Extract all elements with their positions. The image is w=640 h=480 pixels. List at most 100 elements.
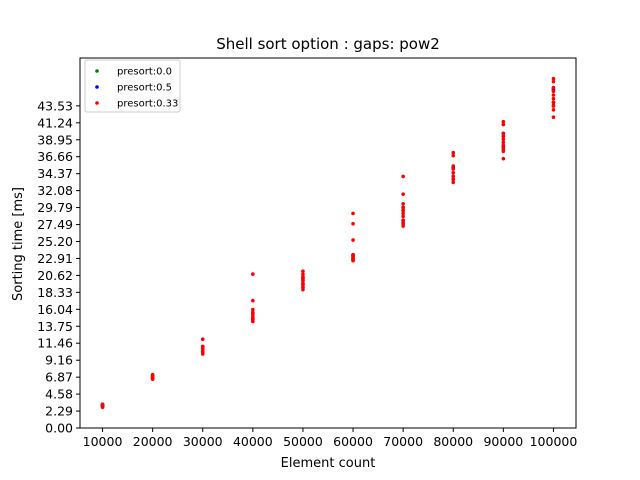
y-tick-label: 4.58 (45, 387, 73, 402)
x-tick-label: 80000 (433, 434, 473, 449)
x-tick-label: 50000 (283, 434, 323, 449)
data-point (301, 272, 305, 276)
data-point (451, 153, 456, 158)
y-tick-label: 13.75 (37, 319, 73, 334)
data-point (501, 119, 506, 124)
chart-title: Shell sort option : gaps: pow2 (216, 35, 440, 53)
data-point (200, 337, 205, 342)
series-2 (100, 76, 556, 410)
legend-marker (95, 101, 99, 105)
legend-marker (95, 85, 99, 89)
legend-box (84, 59, 181, 113)
y-tick-label: 9.16 (45, 353, 73, 368)
x-tick-label: 30000 (183, 434, 223, 449)
y-tick-label: 2.29 (45, 404, 73, 419)
x-tick-label: 60000 (333, 434, 373, 449)
y-tick-label: 27.49 (37, 217, 73, 232)
data-point (401, 205, 405, 210)
data-point (451, 174, 456, 179)
data-point (501, 149, 506, 154)
y-axis: 0.00 2.29 4.58 6.87 9.16 11.46 13.75 16.04 18.33… (37, 98, 80, 436)
data-point (401, 218, 405, 222)
data-point (501, 122, 506, 127)
x-tick-label: 70000 (383, 434, 423, 449)
data-point (451, 150, 456, 155)
data-point (351, 238, 355, 242)
data-point (451, 167, 456, 171)
data-point (401, 211, 405, 216)
data-point (551, 115, 556, 119)
y-axis-label: Sorting time [ms] (11, 187, 26, 301)
data-point (551, 100, 556, 105)
data-point (401, 174, 405, 179)
data-point (401, 201, 405, 206)
legend-label: presort:0.33 (117, 99, 178, 110)
legend-label: presort:0.0 (117, 67, 172, 78)
data-point (551, 89, 556, 94)
y-tick-label: 29.79 (37, 200, 73, 215)
y-tick-label: 38.95 (37, 132, 73, 147)
data-point (451, 177, 456, 182)
y-tick-label: 18.33 (37, 285, 73, 300)
y-tick-label: 41.24 (37, 115, 73, 130)
y-tick-label: 25.20 (37, 234, 73, 249)
y-tick-label: 16.04 (37, 302, 73, 317)
data-point (551, 93, 556, 97)
data-point (351, 253, 355, 257)
data-point (100, 402, 105, 407)
data-point (551, 79, 556, 84)
data-point (200, 344, 205, 349)
data-point (251, 307, 255, 312)
legend-label: presort:0.5 (117, 83, 172, 94)
data-point (501, 143, 506, 148)
data-point (551, 85, 556, 90)
y-tick-label: 11.46 (37, 336, 73, 351)
data-point (501, 140, 506, 145)
data-point (551, 104, 556, 108)
y-tick-label: 6.87 (45, 370, 73, 385)
data-point (501, 131, 506, 136)
data-points (100, 76, 556, 410)
legend-marker (95, 69, 99, 73)
y-tick-label: 20.62 (37, 268, 73, 283)
x-tick-label: 10000 (83, 434, 123, 449)
y-tick-label: 43.53 (37, 98, 73, 113)
y-tick-label: 0.00 (45, 421, 73, 436)
data-point (551, 96, 556, 101)
y-tick-label: 34.37 (37, 166, 73, 181)
data-point (351, 221, 355, 226)
data-point (451, 170, 456, 175)
data-point (401, 221, 405, 225)
data-point (501, 146, 506, 151)
data-point (401, 224, 405, 228)
data-point (451, 180, 456, 185)
legend: presort:0.0 presort:0.5 presort:0.33 (84, 59, 181, 113)
data-point (501, 137, 506, 142)
data-point (401, 214, 405, 219)
x-tick-label: 40000 (233, 434, 273, 449)
y-tick-label: 36.66 (37, 149, 73, 164)
plot-frame (79, 57, 577, 429)
plot-area: 10000 20000 30000 40000 50000 60000 70000 80000… (37, 57, 578, 449)
data-point (501, 134, 506, 139)
data-point (401, 192, 405, 196)
data-point (251, 298, 255, 303)
data-point (251, 272, 255, 276)
data-point (351, 211, 355, 216)
x-tick-label: 90000 (483, 434, 523, 449)
y-tick-label: 32.08 (37, 183, 73, 198)
x-tick-label: 100000 (530, 434, 578, 449)
data-point (551, 76, 556, 81)
data-point (251, 310, 255, 315)
data-point (150, 372, 155, 377)
x-tick-label: 20000 (133, 434, 173, 449)
x-axis-label: Element count (281, 456, 376, 471)
data-point (301, 269, 305, 273)
data-point (451, 164, 456, 168)
data-point (551, 108, 556, 112)
data-point (501, 156, 506, 161)
y-tick-label: 22.91 (37, 251, 73, 266)
data-point (401, 208, 405, 213)
x-axis: 10000 20000 30000 40000 50000 60000 70000 80000… (83, 428, 578, 449)
